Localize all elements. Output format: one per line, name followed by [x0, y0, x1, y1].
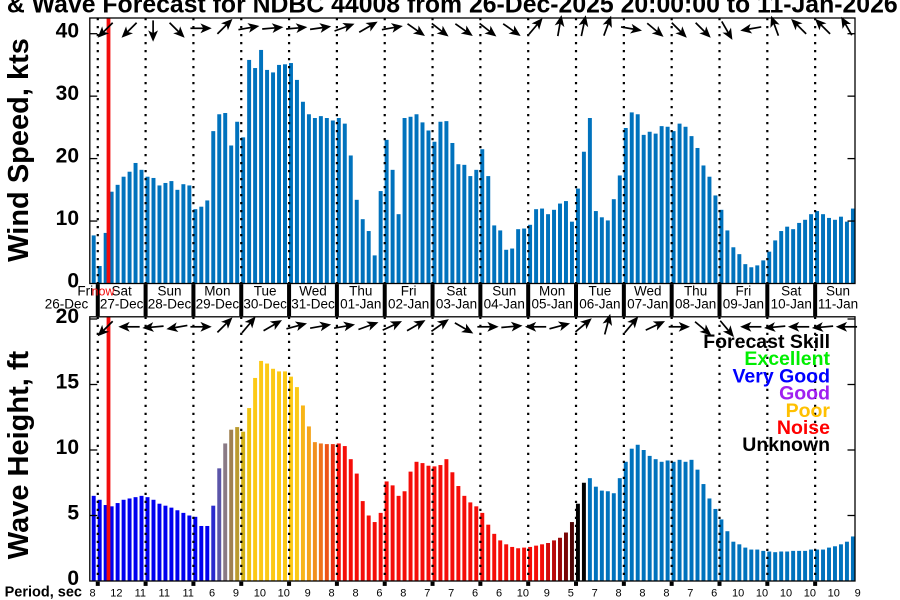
svg-text:10: 10	[804, 588, 816, 600]
svg-text:10: 10	[56, 436, 79, 459]
svg-text:Mon: Mon	[204, 284, 230, 299]
svg-text:01-Jan: 01-Jan	[340, 297, 381, 312]
svg-text:8: 8	[352, 588, 358, 600]
svg-text:0: 0	[67, 270, 79, 293]
svg-text:28-Dec: 28-Dec	[148, 297, 192, 312]
svg-text:Excellent: Excellent	[744, 348, 830, 370]
svg-text:Unknown: Unknown	[742, 434, 830, 456]
svg-text:20: 20	[56, 305, 79, 328]
svg-text:30-Dec: 30-Dec	[243, 297, 287, 312]
svg-text:15: 15	[56, 371, 80, 394]
svg-text:Sat: Sat	[781, 284, 802, 299]
svg-text:8: 8	[329, 588, 335, 600]
svg-text:03-Jan: 03-Jan	[436, 297, 477, 312]
svg-text:11: 11	[135, 588, 146, 600]
svg-text:06-Jan: 06-Jan	[579, 297, 620, 312]
svg-text:11-Jan: 11-Jan	[818, 297, 858, 312]
svg-text:Forecast Skill: Forecast Skill	[703, 331, 830, 353]
svg-text:8: 8	[663, 588, 669, 600]
svg-text:9: 9	[233, 588, 239, 600]
svg-text:29-Dec: 29-Dec	[196, 297, 240, 312]
svg-text:10: 10	[517, 588, 529, 600]
svg-text:08-Jan: 08-Jan	[675, 297, 716, 312]
svg-text:Mon: Mon	[539, 284, 565, 299]
svg-text:Sun: Sun	[157, 284, 181, 299]
svg-text:Fri: Fri	[77, 284, 93, 299]
svg-text:04-Jan: 04-Jan	[484, 297, 525, 312]
svg-text:5: 5	[67, 502, 79, 525]
svg-text:8: 8	[400, 588, 406, 600]
svg-text:31-Dec: 31-Dec	[291, 297, 335, 312]
svg-text:10: 10	[56, 207, 79, 230]
svg-text:Sat: Sat	[112, 284, 133, 299]
svg-text:27-Dec: 27-Dec	[100, 297, 144, 312]
svg-text:10: 10	[828, 588, 840, 600]
svg-text:10: 10	[278, 588, 290, 600]
svg-text:9: 9	[855, 588, 861, 600]
svg-text:10: 10	[780, 588, 792, 600]
svg-text:11: 11	[159, 588, 170, 600]
svg-text:Thu: Thu	[684, 284, 707, 299]
svg-text:now: now	[92, 285, 116, 299]
svg-text:20: 20	[56, 145, 79, 168]
svg-text:Sat: Sat	[446, 284, 467, 299]
svg-text:10: 10	[254, 588, 266, 600]
svg-text:9: 9	[305, 588, 311, 600]
svg-text:Sun: Sun	[826, 284, 850, 299]
svg-text:8: 8	[616, 588, 622, 600]
svg-text:Thu: Thu	[349, 284, 372, 299]
svg-text:6: 6	[376, 588, 382, 600]
svg-text:Poor: Poor	[786, 400, 831, 422]
svg-text:9: 9	[544, 588, 550, 600]
svg-text:6: 6	[496, 588, 502, 600]
svg-text:30: 30	[56, 82, 79, 105]
svg-text:11: 11	[182, 588, 193, 600]
svg-text:26-Dec: 26-Dec	[45, 297, 89, 312]
svg-text:Wed: Wed	[299, 284, 327, 299]
svg-text:8: 8	[89, 588, 95, 600]
svg-text:0: 0	[67, 567, 79, 590]
svg-text:10-Jan: 10-Jan	[771, 297, 812, 312]
svg-text:7: 7	[424, 588, 430, 600]
svg-text:Period, sec: Period, sec	[5, 585, 82, 600]
svg-text:Tue: Tue	[589, 284, 612, 299]
svg-text:7: 7	[592, 588, 598, 600]
svg-text:12: 12	[110, 588, 122, 600]
svg-text:Good: Good	[779, 383, 830, 405]
svg-text:10: 10	[756, 588, 768, 600]
svg-text:Wind & Wave Forecast for NDBC: Wind & Wave Forecast for NDBC 44008 from…	[0, 0, 898, 19]
svg-text:7: 7	[448, 588, 454, 600]
svg-text:Sun: Sun	[492, 284, 516, 299]
svg-text:05-Jan: 05-Jan	[531, 297, 572, 312]
svg-text:02-Jan: 02-Jan	[388, 297, 429, 312]
svg-text:Very Good: Very Good	[732, 365, 830, 387]
svg-text:Wed: Wed	[634, 284, 662, 299]
svg-text:6: 6	[209, 588, 215, 600]
svg-text:Fri: Fri	[736, 284, 752, 299]
svg-text:Fri: Fri	[401, 284, 417, 299]
svg-text:10: 10	[732, 588, 744, 600]
svg-text:40: 40	[56, 20, 79, 43]
svg-text:8: 8	[639, 588, 645, 600]
svg-text:Tue: Tue	[254, 284, 277, 299]
svg-text:Wave Height, ft: Wave Height, ft	[3, 350, 35, 559]
svg-text:Noise: Noise	[777, 417, 830, 439]
svg-text:6: 6	[472, 588, 478, 600]
svg-text:Wind Speed, kts: Wind Speed, kts	[3, 38, 35, 262]
svg-text:6: 6	[711, 588, 717, 600]
svg-text:5: 5	[568, 588, 574, 600]
svg-text:7: 7	[687, 588, 693, 600]
svg-text:09-Jan: 09-Jan	[723, 297, 764, 312]
svg-text:07-Jan: 07-Jan	[627, 297, 668, 312]
